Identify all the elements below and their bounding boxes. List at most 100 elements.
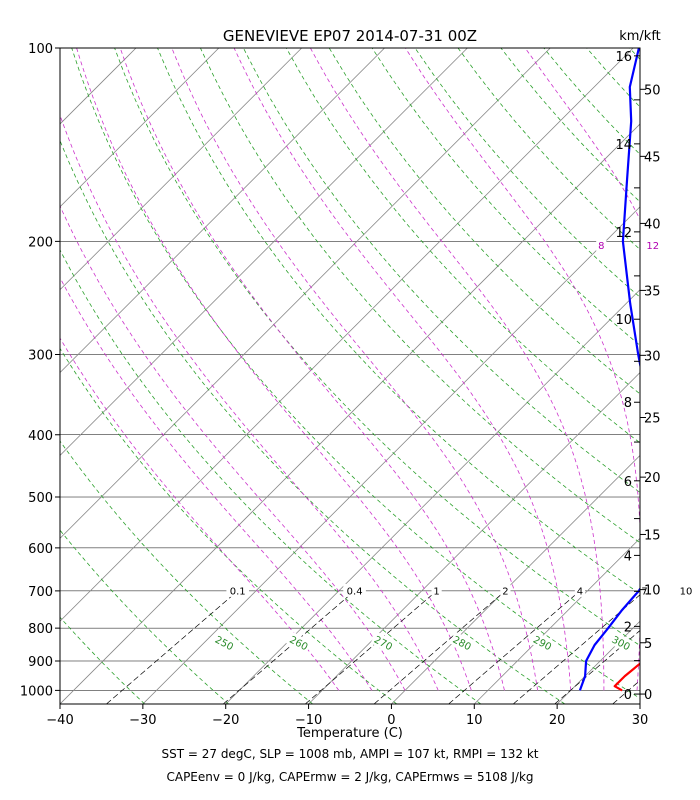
kft-tick-label: 20 [644, 471, 661, 486]
dry-adiabat-label-bg [370, 631, 397, 654]
footer-line-2: CAPEenv = 0 J/kg, CAPErmw = 2 J/kg, CAPE… [166, 770, 533, 784]
mixing-ratio-label-bg [226, 583, 249, 597]
km-tick-label: 8 [624, 396, 632, 411]
pressure-tick-label: 900 [28, 655, 53, 670]
mixing-ratio-line [373, 590, 506, 704]
x-tick-label: −10 [295, 713, 322, 728]
x-tick-label: −20 [212, 713, 239, 728]
x-tick-label: −40 [46, 713, 73, 728]
mixing-ratio-label-group: 7 [639, 583, 650, 597]
mixing-ratio-label: 1 [433, 586, 439, 597]
km-tick-label: 4 [624, 549, 632, 564]
footer-line-1: SST = 27 degC, SLP = 1008 mb, AMPI = 107… [161, 747, 538, 761]
moist-adiabat [60, 276, 373, 691]
dry-adiabat [114, 48, 640, 647]
mixing-ratio-label: 2 [502, 586, 508, 597]
dry-adiabat [285, 48, 640, 444]
isotherm [60, 48, 302, 291]
km-tick-label: 10 [615, 313, 632, 328]
isotherm [60, 123, 640, 704]
right-axis-label: km/kft [619, 29, 661, 44]
mixing-ratio-label-bg [677, 583, 695, 597]
mixing-ratio-label-bg [639, 583, 650, 597]
km-tick-label: 6 [624, 475, 632, 490]
moist-adiabat-label-group: 12 [644, 238, 661, 252]
x-tick-label: 20 [549, 713, 566, 728]
pressure-tick-label: 1000 [20, 684, 53, 699]
plot-frame [59, 47, 641, 705]
mixing-ratio-label-bg [343, 583, 366, 597]
mixing-ratio-label-group: 10 [677, 583, 695, 597]
isotherm [60, 48, 385, 374]
dry-adiabat [200, 48, 640, 544]
mixing-ratio-label-group: 4 [574, 583, 585, 597]
km-tick-label: 12 [615, 226, 632, 241]
dry-adiabat [60, 347, 397, 704]
km-tick-label: 14 [615, 138, 632, 153]
isotherm [60, 48, 468, 456]
mixing-ratio-line [448, 590, 581, 704]
axes: −40 −30 −20 −10 0 10 20 30100090080070060050040… [20, 42, 661, 728]
mixing-ratio-label-group: 0.1 [226, 583, 249, 597]
mixing-ratio-label: 0.1 [230, 586, 246, 597]
kft-tick-label: 25 [644, 411, 661, 426]
moist-adiabat [119, 48, 505, 691]
mixing-ratio-line [612, 679, 640, 704]
kft-tick-label: 0 [644, 688, 652, 703]
x-tick-label: −30 [129, 713, 156, 728]
kft-tick-label: 5 [644, 637, 652, 652]
kft-tick-label: 50 [644, 83, 661, 98]
km-tick-label: 2 [624, 620, 632, 635]
moist-adiabat-label-bg [644, 238, 661, 252]
dry-adiabat-label-bg [529, 631, 556, 654]
dry-adiabat [60, 616, 145, 704]
mixing-ratio-label-bg [500, 583, 511, 597]
mixing-ratio-label: 7 [641, 586, 647, 597]
mixing-ratio-line [106, 590, 238, 704]
mixing-ratio-label-group: 1 [431, 583, 442, 597]
inline-labels: 0.10.41247101625026027028029030081216202… [211, 238, 695, 654]
dry-adiabat-label-bg [286, 631, 313, 654]
moist-adiabat [405, 48, 640, 691]
kft-tick-label: 35 [644, 284, 661, 299]
pressure-tick-label: 700 [28, 585, 53, 600]
profile-lines [578, 48, 640, 692]
kft-tick-label: 40 [644, 217, 661, 232]
moist-adiabat [171, 48, 538, 691]
mixing-ratio-label: 0.4 [347, 586, 363, 597]
kft-tick-label: 45 [644, 150, 661, 165]
dry-adiabat [60, 139, 566, 704]
mixing-ratio-label-bg [431, 583, 442, 597]
pressure-tick-label: 600 [28, 542, 53, 557]
mixing-ratio-line [305, 590, 437, 704]
background-lines [60, 48, 640, 704]
km-tick-label: 0 [624, 688, 632, 703]
moist-adiabat [310, 48, 605, 691]
kft-tick-label: 30 [644, 349, 661, 364]
dewpoint-profile-line [578, 48, 640, 691]
x-tick-label: 0 [387, 713, 395, 728]
dry-adiabat-label-bg [449, 631, 476, 654]
moist-adiabat-label-bg [596, 238, 607, 252]
dry-adiabat-label-bg [211, 631, 238, 654]
kft-tick-label: 10 [644, 584, 661, 599]
isotherm [308, 372, 640, 704]
mixing-ratio-label-group: 0.4 [343, 583, 366, 597]
pressure-tick-label: 500 [28, 491, 53, 506]
x-tick-label: 30 [632, 713, 649, 728]
mixing-ratio-line [223, 590, 355, 704]
moist-adiabat [233, 48, 572, 691]
isotherm [60, 48, 220, 208]
isotherm [225, 289, 640, 704]
moist-adiabat [76, 48, 472, 691]
chart-title: GENEVIEVE EP07 2014-07-31 00Z [223, 27, 477, 45]
dry-adiabat [60, 440, 313, 704]
isotherm [142, 206, 640, 704]
pressure-tick-label: 200 [28, 235, 53, 250]
mixing-ratio-label-bg [574, 583, 585, 597]
moist-adiabat-label: 12 [646, 241, 659, 252]
mixing-ratio-label: 4 [577, 586, 583, 597]
pressure-tick-label: 300 [28, 348, 53, 363]
